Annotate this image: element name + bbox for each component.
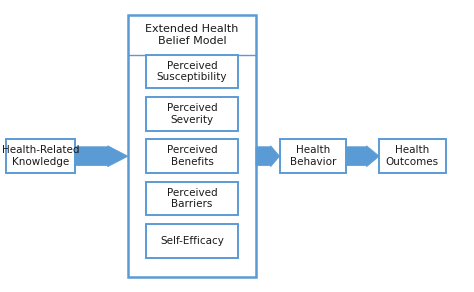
- FancyBboxPatch shape: [6, 139, 75, 173]
- FancyBboxPatch shape: [280, 139, 346, 173]
- Polygon shape: [256, 146, 280, 167]
- Text: Health
Outcomes: Health Outcomes: [386, 145, 439, 167]
- Text: Extended Health
Belief Model: Extended Health Belief Model: [146, 24, 238, 46]
- FancyBboxPatch shape: [146, 97, 238, 131]
- FancyBboxPatch shape: [379, 139, 446, 173]
- FancyBboxPatch shape: [146, 224, 238, 258]
- FancyBboxPatch shape: [146, 182, 238, 215]
- Polygon shape: [75, 146, 128, 167]
- Text: Perceived
Benefits: Perceived Benefits: [167, 145, 217, 167]
- Polygon shape: [346, 146, 379, 167]
- FancyBboxPatch shape: [146, 139, 238, 173]
- Text: Perceived
Severity: Perceived Severity: [167, 103, 217, 125]
- Text: Perceived
Barriers: Perceived Barriers: [167, 188, 217, 209]
- Text: Health
Behavior: Health Behavior: [290, 145, 336, 167]
- Text: Perceived
Susceptibility: Perceived Susceptibility: [157, 61, 227, 82]
- Text: Health-Related
Knowledge: Health-Related Knowledge: [1, 145, 79, 167]
- FancyBboxPatch shape: [128, 15, 256, 277]
- FancyBboxPatch shape: [146, 55, 238, 88]
- Text: Self-Efficacy: Self-Efficacy: [160, 236, 224, 246]
